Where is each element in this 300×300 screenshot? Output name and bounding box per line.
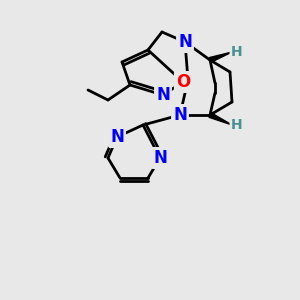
- Text: N: N: [173, 106, 187, 124]
- Polygon shape: [209, 52, 232, 62]
- Text: N: N: [153, 149, 167, 167]
- Polygon shape: [209, 113, 232, 125]
- Text: O: O: [176, 73, 190, 91]
- Text: H: H: [231, 118, 243, 132]
- Text: N: N: [110, 128, 124, 146]
- Text: N: N: [156, 86, 170, 104]
- Text: H: H: [231, 45, 243, 59]
- Text: N: N: [178, 33, 192, 51]
